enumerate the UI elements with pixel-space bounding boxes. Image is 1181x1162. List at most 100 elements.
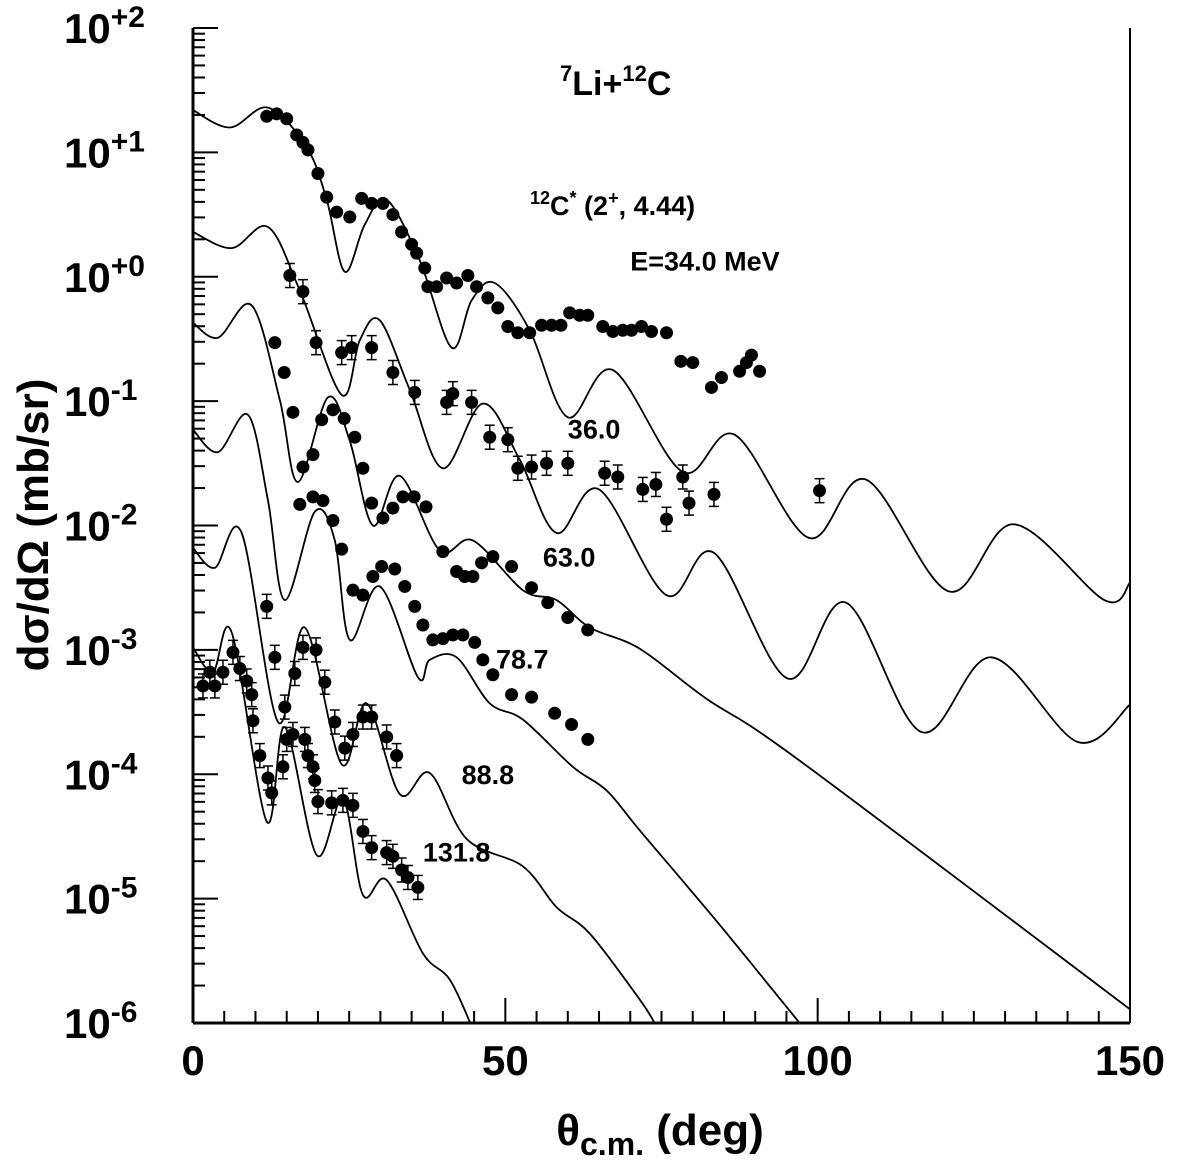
model-curve-88.8 [193,525,656,1023]
data-point [606,324,620,338]
data-point [309,336,323,350]
data-point [260,599,274,613]
data-point [366,569,380,583]
x-tick-label: 50 [482,1037,529,1084]
data-point [315,413,329,427]
data-point [505,560,519,574]
data-point [511,326,525,340]
data-point [486,550,500,564]
data-point [396,490,410,504]
data-point [491,301,505,315]
model-curve-131.8 [193,625,472,1023]
data-point [682,496,696,510]
data-point [306,490,320,504]
series-label: 88.8 [462,760,515,790]
data-point [426,633,440,647]
data-point [525,581,539,595]
data-point [298,732,312,746]
data-point [470,280,484,294]
data-point [296,460,310,474]
data-point [356,824,370,838]
data-point [318,675,332,689]
data-point [753,364,767,378]
y-tick-label: 10-1 [64,374,137,425]
data-point [260,109,274,123]
data-point [276,760,290,774]
data-point [335,542,349,556]
data-point [288,667,302,681]
y-tick-label: 10-2 [64,499,137,550]
data-point [268,650,282,664]
data-point [525,460,539,474]
data-point [386,208,400,222]
data-point [320,190,334,204]
data-point [545,318,559,332]
data-point [346,727,360,741]
data-point [476,653,490,667]
data-point [330,205,344,219]
data-point [390,749,404,763]
data-point [554,318,568,332]
data-point [744,348,758,362]
data-point [733,364,747,378]
data-point [446,628,460,642]
data-point [676,470,690,484]
data-point [598,466,612,480]
data-point [636,482,650,496]
data-point [246,714,260,728]
data-point [505,688,519,702]
data-point [410,246,424,260]
data-point [659,512,673,526]
data-point [253,749,267,763]
data-point [365,341,379,355]
model-curve-E34.0MeV [193,106,1130,604]
data-point [523,326,537,340]
series-label: 78.7 [496,645,549,675]
data-point [208,679,222,693]
data-point [707,487,721,501]
data-point [365,841,379,855]
data-point [286,727,300,741]
data-point [450,276,464,290]
data-point [326,403,340,417]
data-point [408,599,422,613]
data-point [486,668,500,682]
data-point [355,191,369,205]
data-point [659,326,673,340]
data-point [365,196,379,210]
data-point [216,665,230,679]
data-point [283,269,297,283]
x-axis-title: θc.m. (deg) [556,1106,764,1162]
data-point [306,448,320,462]
data-point [419,500,433,514]
data-point [686,356,700,370]
data-point [365,710,379,724]
data-point [401,870,415,884]
data-point [301,143,315,157]
data-point [561,611,575,625]
data-point [336,793,350,807]
data-point [240,674,254,688]
data-point [325,796,339,810]
data-point [581,623,595,637]
data-point [296,640,310,654]
data-point [386,501,400,515]
data-point [540,456,554,470]
model-curve-78.7 [193,412,801,1023]
data-point [326,514,340,528]
data-point [265,786,279,800]
data-point [430,280,444,294]
y-tick-label: 10-6 [64,996,137,1047]
data-point [278,700,292,714]
state-annotation: 12C* (2+, 4.44) [530,188,695,221]
data-point [375,560,389,574]
data-point [407,490,421,504]
data-point [548,706,562,720]
model-curve-63.0 [193,302,1130,1011]
data-point [245,688,259,702]
data-point [563,306,577,320]
data-point [535,318,549,332]
data-point [501,320,515,333]
data-point [293,497,307,511]
data-point [316,494,330,508]
